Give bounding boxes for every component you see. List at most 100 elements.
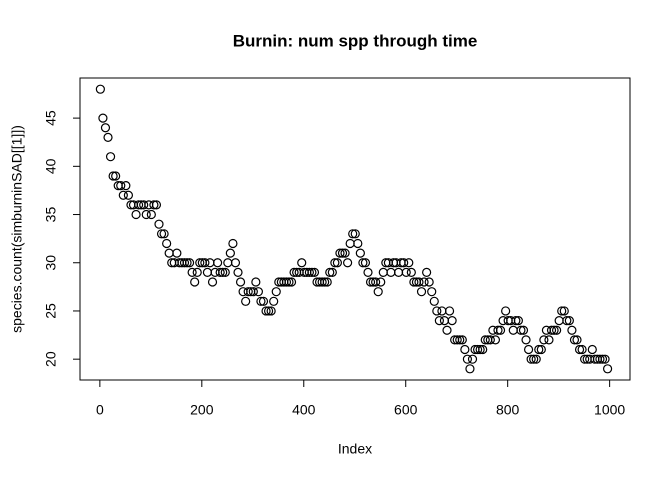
point	[108, 171, 118, 181]
point	[156, 229, 167, 239]
y-tick-label: 20	[43, 351, 59, 367]
point	[518, 325, 529, 335]
point	[424, 277, 434, 287]
point	[472, 344, 483, 355]
point	[241, 296, 251, 306]
point	[546, 325, 557, 335]
point	[330, 258, 340, 268]
point	[215, 267, 225, 277]
point	[427, 287, 437, 297]
point	[325, 267, 335, 277]
point	[139, 200, 149, 210]
point	[320, 277, 330, 287]
point	[414, 277, 424, 287]
point	[317, 277, 327, 287]
y-tick-label: 40	[43, 158, 59, 174]
y-axis-label: species.count(simburninSAD[[1]])	[9, 125, 25, 333]
point	[554, 316, 564, 326]
point	[526, 354, 536, 364]
point	[419, 277, 429, 287]
point	[580, 354, 590, 364]
point	[322, 277, 332, 287]
point	[478, 344, 488, 355]
y-tick-label: 45	[43, 110, 59, 126]
point	[337, 248, 348, 258]
point	[95, 84, 105, 94]
point	[205, 258, 215, 268]
point	[376, 277, 386, 287]
point	[378, 267, 388, 277]
point	[422, 267, 432, 277]
point	[355, 248, 365, 258]
point	[457, 335, 467, 345]
x-tick-label: 200	[190, 402, 214, 418]
point	[404, 258, 414, 268]
point	[353, 238, 363, 249]
point	[531, 354, 541, 364]
point	[332, 258, 343, 268]
point	[455, 335, 465, 345]
point	[243, 287, 253, 297]
point	[406, 267, 416, 277]
point	[218, 267, 228, 277]
point	[523, 344, 534, 355]
point	[572, 335, 582, 345]
point	[256, 296, 266, 306]
x-axis-label: Index	[338, 441, 372, 457]
point	[386, 267, 396, 277]
point	[154, 219, 164, 229]
x-tick-label: 600	[394, 402, 418, 418]
point	[549, 325, 559, 335]
point	[602, 364, 613, 374]
point	[162, 238, 172, 249]
point	[343, 258, 353, 268]
point	[228, 238, 238, 249]
y-tick-label: 30	[43, 255, 59, 271]
point	[444, 306, 455, 316]
point	[480, 335, 490, 345]
point	[213, 258, 223, 268]
chart-title: Burnin: num spp through time	[233, 31, 478, 50]
point	[192, 267, 202, 277]
point	[179, 258, 190, 268]
point	[269, 296, 279, 306]
point	[567, 325, 577, 335]
point	[141, 209, 151, 220]
point	[544, 335, 554, 345]
point	[439, 316, 450, 326]
point	[536, 344, 546, 355]
point	[462, 354, 473, 364]
point	[220, 267, 230, 277]
point	[401, 267, 411, 277]
x-tick-label: 400	[292, 402, 316, 418]
point	[297, 258, 307, 268]
point	[562, 316, 572, 326]
point	[182, 258, 192, 268]
point	[416, 287, 427, 297]
point	[235, 277, 246, 287]
point	[493, 325, 503, 335]
point	[508, 325, 518, 335]
point	[363, 267, 373, 277]
point	[159, 229, 169, 239]
point	[348, 229, 358, 239]
point	[467, 354, 478, 364]
point	[516, 325, 526, 335]
point	[447, 316, 457, 326]
point	[98, 113, 108, 123]
point	[442, 325, 452, 335]
point	[200, 258, 210, 268]
point	[513, 316, 523, 326]
point	[600, 354, 610, 364]
point	[521, 335, 531, 345]
point	[371, 277, 381, 287]
point	[557, 306, 567, 316]
point	[345, 238, 355, 249]
point	[452, 335, 462, 345]
point	[501, 306, 511, 316]
point	[118, 190, 128, 200]
point	[149, 200, 159, 210]
point	[284, 277, 294, 287]
point	[223, 258, 233, 268]
